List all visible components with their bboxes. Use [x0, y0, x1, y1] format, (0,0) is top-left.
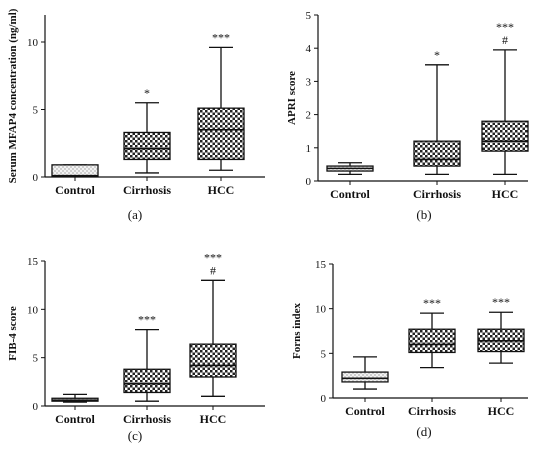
y-tick-label: 0 — [33, 401, 39, 413]
significance-marker: *** — [423, 296, 441, 310]
box-control — [51, 393, 99, 403]
y-tick-label: 2 — [306, 110, 312, 122]
category-label: HCC — [208, 183, 235, 197]
iqr-box — [413, 140, 461, 167]
panel-label: (b) — [416, 207, 431, 222]
y-tick-label: 10 — [315, 304, 327, 316]
box-cirrhosis — [408, 312, 456, 369]
box-control — [326, 162, 374, 176]
category-label: HCC — [200, 412, 227, 426]
y-tick-label: 5 — [321, 348, 327, 360]
category-label: Cirrhosis — [408, 404, 456, 418]
category-label: Cirrhosis — [123, 412, 171, 426]
significance-marker: *** — [492, 295, 510, 309]
significance-marker: # — [502, 33, 508, 47]
significance-marker: *** — [212, 30, 230, 44]
y-tick-label: 0 — [33, 172, 39, 184]
y-tick-label: 0 — [321, 393, 327, 405]
panel-label: (c) — [128, 428, 142, 443]
iqr-box — [481, 120, 529, 152]
y-axis-label: Forns index — [291, 303, 303, 359]
y-axis-label: Serum MFAP4 concentration (ng/ml) — [7, 8, 19, 183]
significance-marker: *** — [138, 313, 156, 327]
box-cirrhosis — [123, 102, 171, 174]
y-axis-label: FIB-4 score — [7, 306, 19, 361]
panel-d: 0 5 10 15 Forns index Control Cirrhosis HCC *** *… — [291, 259, 528, 439]
box-hcc — [481, 49, 529, 176]
iqr-box — [51, 164, 99, 177]
y-tick-label: 0 — [306, 176, 312, 188]
category-label: Control — [345, 404, 385, 418]
category-label: Control — [55, 412, 95, 426]
significance-marker: * — [434, 48, 440, 62]
y-tick-label: 5 — [306, 10, 312, 22]
iqr-box — [341, 371, 389, 383]
iqr-box — [123, 368, 171, 394]
y-axis-label: APRI score — [286, 71, 298, 125]
box-cirrhosis — [123, 328, 171, 402]
box-hcc — [197, 46, 245, 171]
iqr-box — [197, 107, 245, 161]
y-tick-label: 5 — [33, 105, 39, 117]
box-hcc — [477, 311, 525, 364]
category-label: HCC — [488, 404, 515, 418]
y-tick-label: 5 — [33, 353, 39, 365]
y-tick-label: 1 — [306, 143, 312, 155]
y-tick-label: 15 — [315, 259, 327, 271]
panel-label: (d) — [416, 424, 431, 439]
box-control — [341, 356, 389, 390]
y-tick-label: 4 — [306, 43, 312, 55]
y-tick-label: 10 — [27, 37, 39, 49]
significance-marker: # — [210, 263, 216, 277]
significance-marker: *** — [204, 250, 222, 264]
y-tick-label: 3 — [306, 76, 312, 88]
panel-label: (a) — [128, 207, 142, 222]
category-label: Cirrhosis — [413, 187, 461, 201]
significance-marker: * — [144, 86, 150, 100]
y-tick-label: 15 — [27, 256, 39, 268]
category-label: Cirrhosis — [123, 183, 171, 197]
y-tick-label: 10 — [27, 304, 39, 316]
box-hcc — [189, 279, 237, 397]
iqr-box — [123, 131, 171, 161]
box-control — [51, 164, 99, 177]
iqr-box — [408, 328, 456, 354]
box-cirrhosis — [413, 64, 461, 176]
significance-marker: *** — [496, 20, 514, 34]
iqr-box — [189, 343, 237, 378]
category-label: Control — [330, 187, 370, 201]
category-label: HCC — [492, 187, 519, 201]
category-label: Control — [55, 183, 95, 197]
panel-a: 0 5 10 Serum MFAP4 concentration (ng/ml) Con… — [7, 8, 265, 222]
panel-c: 0 5 10 15 FIB-4 score Control Cirrhosis HCC *** *… — [7, 250, 265, 443]
